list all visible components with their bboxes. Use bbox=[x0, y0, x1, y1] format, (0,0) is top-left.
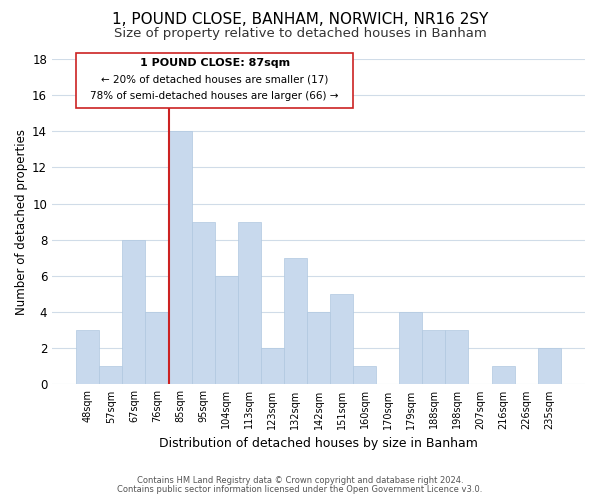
Bar bbox=[445, 330, 469, 384]
Bar bbox=[215, 276, 238, 384]
Text: ← 20% of detached houses are smaller (17): ← 20% of detached houses are smaller (17… bbox=[101, 74, 328, 85]
Bar bbox=[491, 366, 515, 384]
Bar bbox=[76, 330, 100, 384]
Bar bbox=[284, 258, 307, 384]
Bar bbox=[100, 366, 122, 384]
Bar bbox=[353, 366, 376, 384]
FancyBboxPatch shape bbox=[76, 54, 353, 108]
Bar bbox=[307, 312, 330, 384]
Bar bbox=[399, 312, 422, 384]
Bar bbox=[238, 222, 261, 384]
X-axis label: Distribution of detached houses by size in Banham: Distribution of detached houses by size … bbox=[159, 437, 478, 450]
Bar bbox=[538, 348, 561, 384]
Bar bbox=[261, 348, 284, 384]
Bar bbox=[122, 240, 145, 384]
Bar bbox=[169, 132, 191, 384]
Bar bbox=[191, 222, 215, 384]
Text: 78% of semi-detached houses are larger (66) →: 78% of semi-detached houses are larger (… bbox=[91, 91, 339, 101]
Text: Size of property relative to detached houses in Banham: Size of property relative to detached ho… bbox=[113, 28, 487, 40]
Text: 1, POUND CLOSE, BANHAM, NORWICH, NR16 2SY: 1, POUND CLOSE, BANHAM, NORWICH, NR16 2S… bbox=[112, 12, 488, 28]
Y-axis label: Number of detached properties: Number of detached properties bbox=[15, 128, 28, 314]
Text: Contains HM Land Registry data © Crown copyright and database right 2024.: Contains HM Land Registry data © Crown c… bbox=[137, 476, 463, 485]
Bar bbox=[145, 312, 169, 384]
Bar bbox=[422, 330, 445, 384]
Bar bbox=[330, 294, 353, 384]
Text: Contains public sector information licensed under the Open Government Licence v3: Contains public sector information licen… bbox=[118, 485, 482, 494]
Text: 1 POUND CLOSE: 87sqm: 1 POUND CLOSE: 87sqm bbox=[140, 58, 290, 68]
